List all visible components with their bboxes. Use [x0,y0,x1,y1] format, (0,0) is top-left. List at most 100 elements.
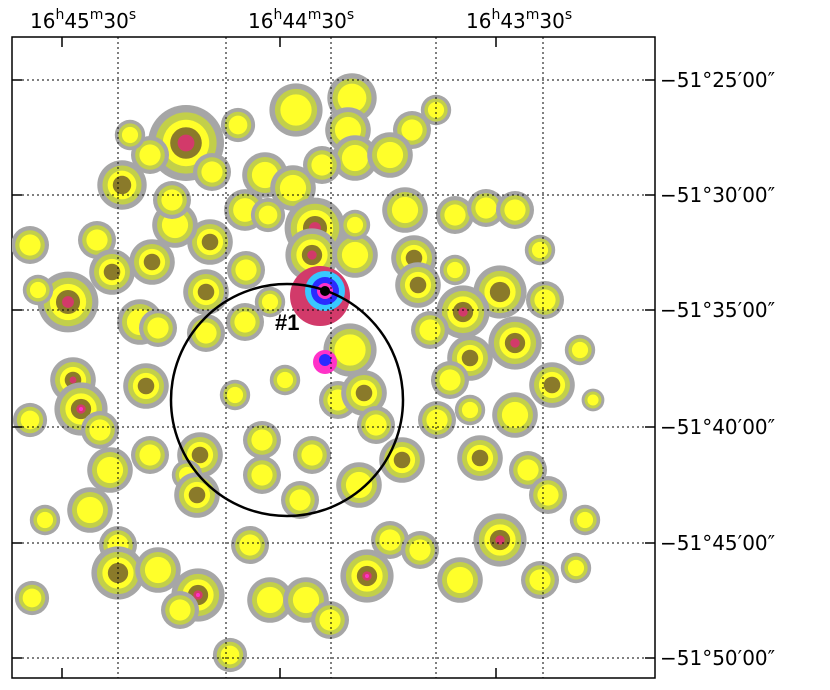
contour-blob-90-level-3 [226,386,244,404]
contour-blob-21-level-4 [103,263,121,281]
contour-blob-5-level-3 [401,119,423,141]
contour-blob-64-level-3 [139,444,161,466]
contour-blob-47-level-3 [501,401,529,429]
contour-blob-29-level-4 [137,377,155,395]
contour-blob-59-level-3 [301,444,323,466]
contour-blob-99-level-3 [201,161,223,183]
contour-blob-103-level-3 [228,115,248,135]
contour-blob-60-level-3 [251,429,273,451]
contour-blob-102-level-3 [121,126,139,144]
contour-blob-18-level-3 [235,259,257,281]
region-label: #1 [275,310,299,335]
contour-blob-50-level-3 [571,341,589,359]
ra-label-3: 16h43m30s [466,7,572,33]
dec-label-5: −51°45′00″ [660,531,775,555]
contour-blob-101-level-3 [139,144,161,166]
dec-label-1: −51°25′00″ [660,68,775,92]
contour-blob-94-level-3 [426,409,448,431]
contour-blob-24-level-3 [29,281,47,299]
contour-blob-0-level-5 [177,134,195,152]
contour-blob-51-level-3 [587,394,599,406]
contour-blob-58-level-3 [345,471,373,499]
contour-blob-25-level-5 [69,376,77,384]
contour-blob-66-level-3 [76,496,104,524]
contour-blob-35-level-4 [409,276,427,294]
contour-blob-56-level-3 [365,414,387,436]
contour-blob-46-level-4 [543,376,561,394]
contour-blob-96-level-3 [419,319,441,341]
contour-blob-10-level-3 [376,141,404,169]
contour-blob-88-level-3 [220,645,240,665]
contour-blob-48-level-4 [471,449,489,467]
contour-blob-30-level-3 [195,322,217,344]
contour-blob-57-level-4 [393,451,411,469]
contour-blob-79-level-5 [495,535,505,545]
contour-blob-63-level-4 [188,486,206,504]
contour-blob-86-level-3 [22,588,42,608]
contour-blob-69-level-3 [144,556,172,584]
contour-blob-13-level-5 [307,250,317,260]
contour-blob-42-level-5 [510,338,520,348]
contour-blob-14-level-4 [201,233,219,251]
contour-blob-31-level-3 [234,311,256,333]
contour-blob-83-level-3 [576,511,594,529]
dec-label-2: −51°30′00″ [660,183,775,207]
contour-blob-75-level-6 [365,574,369,578]
contour-blob-84-level-3 [20,410,40,430]
contour-blob-73-level-3 [292,586,320,614]
contour-blob-74-level-3 [319,609,341,631]
contour-blob-39-level-3 [504,199,526,221]
contour-blob-104-level-3 [311,154,333,176]
contour-blob-80-level-3 [529,569,551,591]
contour-blob-91-level-3 [276,371,294,389]
contour-blob-16-level-4 [143,253,161,271]
contour-blob-2-level-3 [280,94,312,126]
contour-blob-38-level-3 [475,197,497,219]
contour-blob-41-level-5 [458,307,468,317]
contour-blob-97-level-3 [531,241,549,259]
contour-blob-71-level-3 [239,534,261,556]
contour-blob-81-level-3 [567,559,585,577]
contour-blob-78-level-3 [446,566,474,594]
contour-blob-65-level-3 [96,456,124,484]
contour-blob-28-level-3 [147,317,169,339]
contour-blob-95-level-3 [461,401,479,419]
blue-spot-center [319,354,331,366]
contour-blob-32-level-3 [261,293,279,311]
contour-blob-87-level-3 [169,599,191,621]
contour-blob-55-level-4 [355,384,373,402]
contour-blob-52-level-3 [346,216,364,234]
contour-blob-9-level-3 [341,144,369,172]
contour-blob-22-level-5 [62,296,74,308]
ra-label-1: 16h45m30s [30,7,136,33]
contour-blob-76-level-3 [379,529,401,551]
contour-blobs [12,73,605,673]
contour-blob-20-level-3 [86,229,108,251]
contour-blob-36-level-3 [391,196,419,224]
dec-label-4: −51°40′00″ [660,415,775,439]
contour-blob-19-level-3 [258,205,278,225]
contour-blob-45-level-3 [439,369,461,391]
contour-blob-49-level-3 [517,459,539,481]
contour-blob-43-level-3 [534,289,556,311]
contour-blob-98-level-3 [446,261,464,279]
contour-blob-34-level-4 [405,249,423,267]
contour-blob-37-level-3 [444,204,466,226]
contour-blob-89-level-3 [89,419,111,441]
contour-blob-3-level-3 [337,83,367,113]
contour-blob-40-level-4 [489,281,511,303]
ra-label-2: 16h44m30s [248,7,354,33]
contour-blob-61-level-4 [191,446,209,464]
contour-blob-8-level-3 [279,174,307,202]
contour-blob-92-level-3 [289,489,311,511]
dec-label-6: −51°50′00″ [660,646,775,670]
contour-blob-33-level-3 [341,241,369,269]
dec-label-3: −51°35′00″ [660,298,775,322]
contour-blob-23-level-3 [19,234,41,256]
contour-blob-72-level-3 [256,586,284,614]
contour-blob-6-level-3 [427,101,445,119]
tick-marks [12,37,655,678]
contour-blob-44-level-4 [461,349,479,367]
